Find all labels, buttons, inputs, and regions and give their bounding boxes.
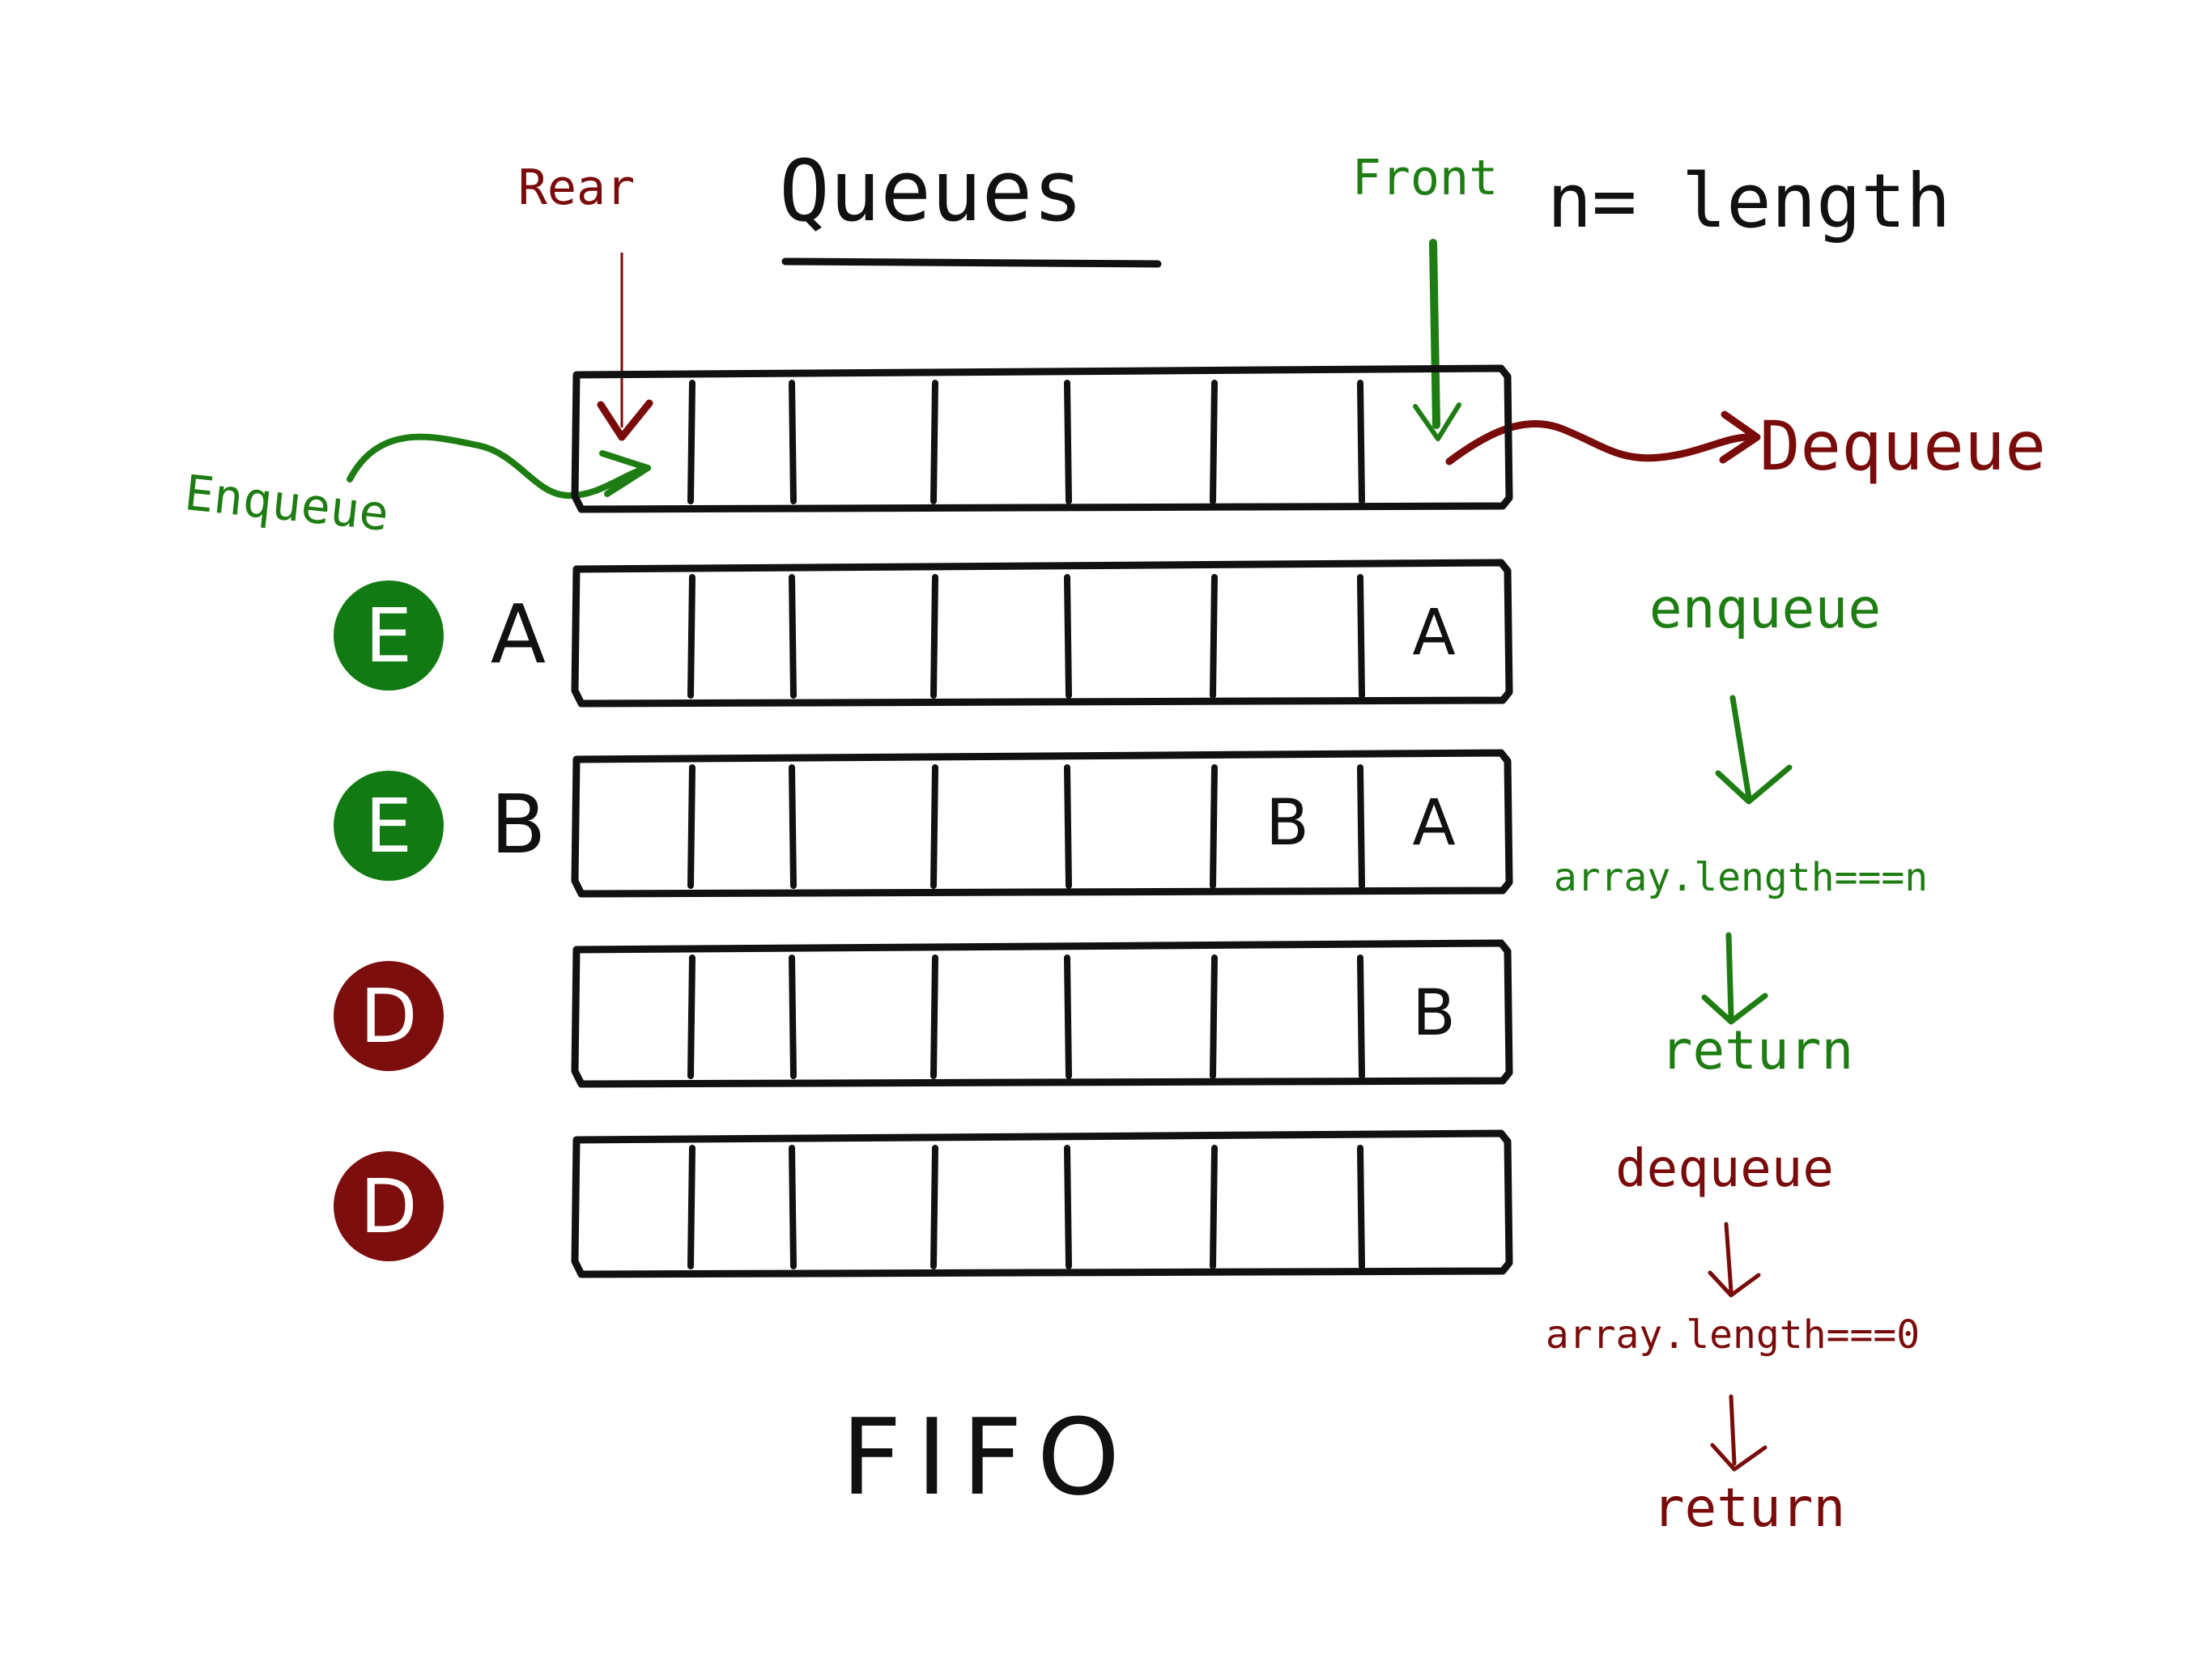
queue-row: D [334,1129,1513,1278]
enqueue-flow-arrow-2 [1725,932,1734,1019]
op-badge-letter: E [365,783,412,869]
enqueue-flow-arrow-2-head [1701,993,1768,1025]
queue-cell-divider [930,954,938,1079]
queue-cell-value: B [1266,787,1309,860]
queue-cell-value: A [1412,597,1455,670]
queue-row-box [571,939,1513,1088]
enqueue-op-badge [334,580,444,691]
enqueue-flow-start: enqueue [1649,577,1882,641]
row-input-letter: B [491,777,547,872]
dequeue-flow-start: dequeue [1615,1139,1834,1199]
enqueue-flow-arrow-1-head [1715,764,1793,805]
queue-row-box [571,1129,1513,1278]
queue-cell-divider [789,1145,797,1269]
dequeue-op-badge [334,1151,444,1261]
queue-cell-divider [687,764,696,889]
queue-row-box [571,364,1513,513]
dequeue-flow-arrow-2 [1729,1394,1737,1466]
queue-cell-divider [687,1145,696,1269]
front-arrow-head [1413,402,1461,441]
queue-cell-value: B [1412,977,1456,1050]
queue-cell-divider [1064,380,1072,504]
rear-arrow-head [597,399,653,441]
enqueue-label: Enqueue [182,465,392,542]
enqueue-flow-end: return [1661,1019,1853,1082]
queue-cell-divider [930,764,938,889]
title-underline [781,257,1162,268]
enqueue-flow-arrow-1 [1729,695,1752,801]
dequeue-flow-check: array.length===0 [1546,1312,1920,1358]
page-title: Queues [779,142,1083,240]
op-badge-letter: E [365,593,412,679]
op-badge-letter: D [360,1163,418,1250]
rear-label: Rear [518,159,636,216]
queue-cell-divider [1064,574,1072,699]
queue-row: BD [334,939,1513,1088]
queue-cell-divider [1357,764,1365,889]
dequeue-flow-arrow-1 [1724,1222,1733,1294]
length-note: n= length [1547,158,1951,244]
dequeue-flow-end: return [1653,1477,1845,1539]
queue-row-box [571,749,1513,898]
dequeue-label: Dequeue [1759,406,2046,486]
queue-row [571,364,1513,513]
queue-cell-divider [1210,764,1218,889]
row-input-letter: A [491,587,546,682]
queue-row: AE A [334,559,1513,708]
queue-cell-divider [687,380,696,504]
queue-cell-divider [1210,1145,1218,1269]
dequeue-arrow-head [1719,410,1761,464]
queue-cell-divider [1357,1145,1365,1269]
queue-cell-divider [930,380,938,504]
queue-cell-divider [789,574,797,699]
front-arrow [1429,239,1440,429]
front-label: Front [1352,150,1499,206]
queue-cell-divider [789,764,797,889]
queue-cell-divider [1064,764,1072,889]
queue-cell-divider [687,954,696,1079]
dequeue-op-badge [334,961,444,1071]
enqueue-flow-check: array.length===n [1554,855,1928,900]
queue-cell-divider [1357,954,1365,1079]
dequeue-flow-arrow-1-head [1708,1270,1761,1298]
queue-cell-divider [1064,954,1072,1079]
enqueue-arrow-head [599,450,651,497]
fifo-label: FIFO [841,1396,1134,1519]
queue-cell-divider [1210,574,1218,699]
enqueue-flow: enqueue array.length===n return [1554,577,1928,1082]
queue-cell-divider [789,380,797,504]
dequeue-flow: dequeue array.length===0 return [1546,1139,1920,1539]
queue-row-box [571,559,1513,708]
queue-row: B AE B [334,749,1513,898]
queue-cell-divider [1064,1145,1072,1269]
queue-cell-divider [687,574,696,699]
queue-cell-divider [930,574,938,699]
queue-cell-divider [1357,574,1365,699]
queue-cell-divider [1210,954,1218,1079]
op-badge-letter: D [360,973,418,1060]
enqueue-op-badge [334,771,444,881]
dequeue-arrow [1445,420,1753,466]
enqueue-arrow [347,433,651,500]
queue-cell-divider [789,954,797,1079]
queue-cell-divider [1357,380,1365,504]
dequeue-flow-arrow-2-head [1710,1443,1767,1472]
queue-cell-divider [930,1145,938,1269]
queue-cell-value: A [1412,787,1455,860]
queue-cell-divider [1210,380,1218,504]
